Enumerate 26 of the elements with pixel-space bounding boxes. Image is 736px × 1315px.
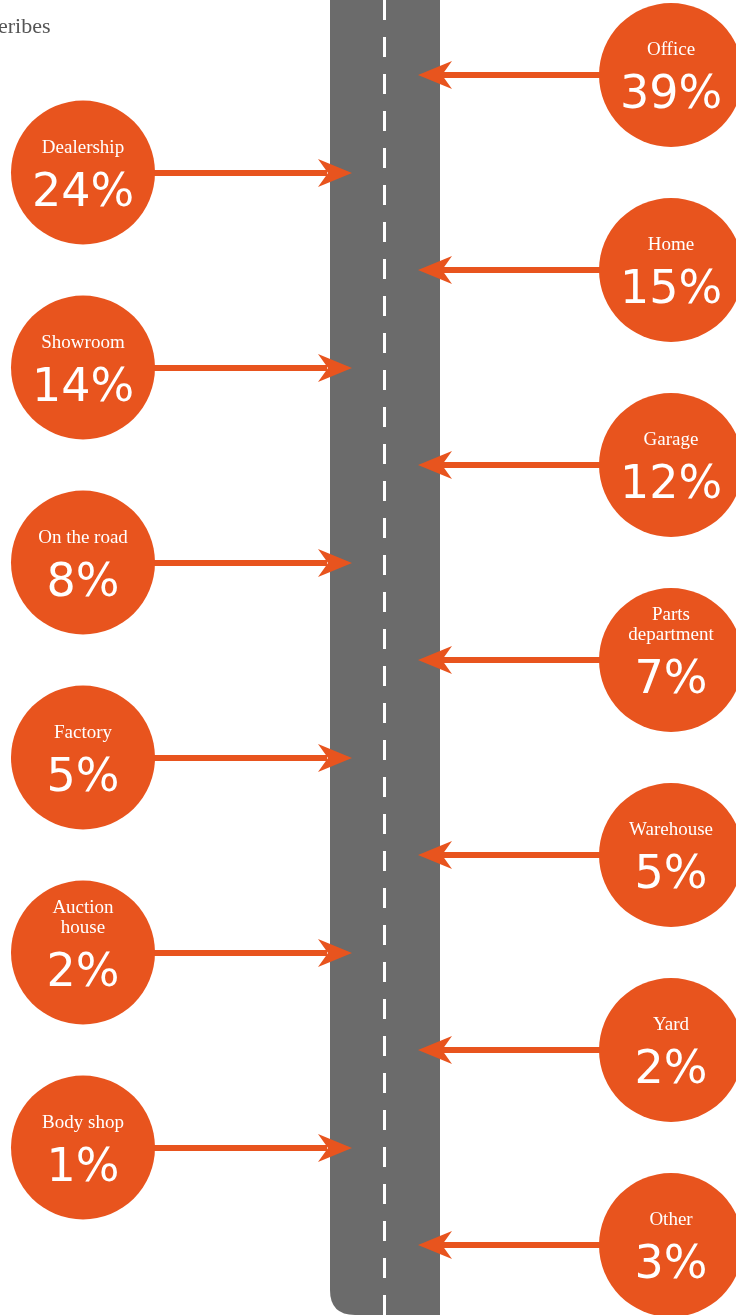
data-label: 3% bbox=[634, 1235, 708, 1289]
category-label: Body shop bbox=[42, 1110, 124, 1132]
data-label: 39% bbox=[619, 65, 723, 119]
data-label: 5% bbox=[46, 747, 120, 802]
category-label: Garage bbox=[643, 428, 699, 449]
data-label: 5% bbox=[634, 845, 708, 899]
category-label: Warehouse bbox=[629, 818, 713, 839]
category-label: Auction house bbox=[52, 895, 115, 937]
category-label: Parts department bbox=[628, 603, 715, 644]
data-label: 7% bbox=[634, 650, 708, 704]
data-label: 12% bbox=[619, 455, 723, 509]
category-label: Factory bbox=[53, 720, 113, 742]
category-label: Other bbox=[649, 1208, 694, 1229]
data-label: 24% bbox=[31, 162, 135, 217]
data-label: 2% bbox=[46, 942, 120, 997]
category-label: Yard bbox=[652, 1013, 690, 1034]
data-label: 14% bbox=[31, 357, 135, 412]
data-label: 15% bbox=[619, 260, 723, 314]
category-label: On the road bbox=[38, 525, 129, 547]
category-label: Home bbox=[647, 233, 695, 254]
data-label: 2% bbox=[634, 1040, 708, 1094]
category-label: Dealership bbox=[41, 135, 125, 157]
category-label: Office bbox=[646, 38, 696, 59]
category-label: Showroom bbox=[41, 330, 125, 352]
data-label: 8% bbox=[46, 552, 120, 607]
data-label: 1% bbox=[46, 1137, 120, 1192]
